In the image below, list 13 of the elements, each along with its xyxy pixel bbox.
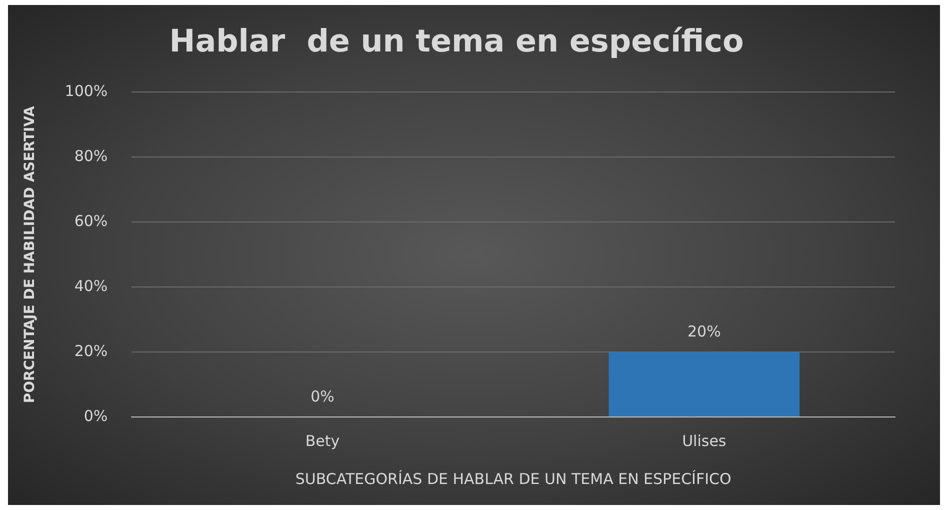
data-label: 0% — [310, 387, 334, 406]
x-axis-title: SUBCATEGORÍAS DE HABLAR DE UN TEMA EN ESPECÍFICO — [295, 470, 732, 488]
y-tick-label: 60% — [74, 212, 108, 230]
y-tick-label: 40% — [74, 276, 108, 295]
y-tick-label: 0% — [84, 406, 108, 425]
data-label: 20% — [688, 322, 721, 340]
x-tick-label: Ulises — [682, 432, 726, 450]
chart-title: Hablar de un tema en específico — [169, 24, 744, 60]
y-tick-label: 100% — [64, 82, 108, 100]
y-tick-label: 80% — [74, 147, 108, 166]
y-tick-label: 20% — [74, 342, 108, 360]
y-axis-title: PORCENTAJE DE HABILIDAD ASERTIVA — [22, 106, 38, 404]
x-tick-label: Bety — [305, 432, 340, 450]
